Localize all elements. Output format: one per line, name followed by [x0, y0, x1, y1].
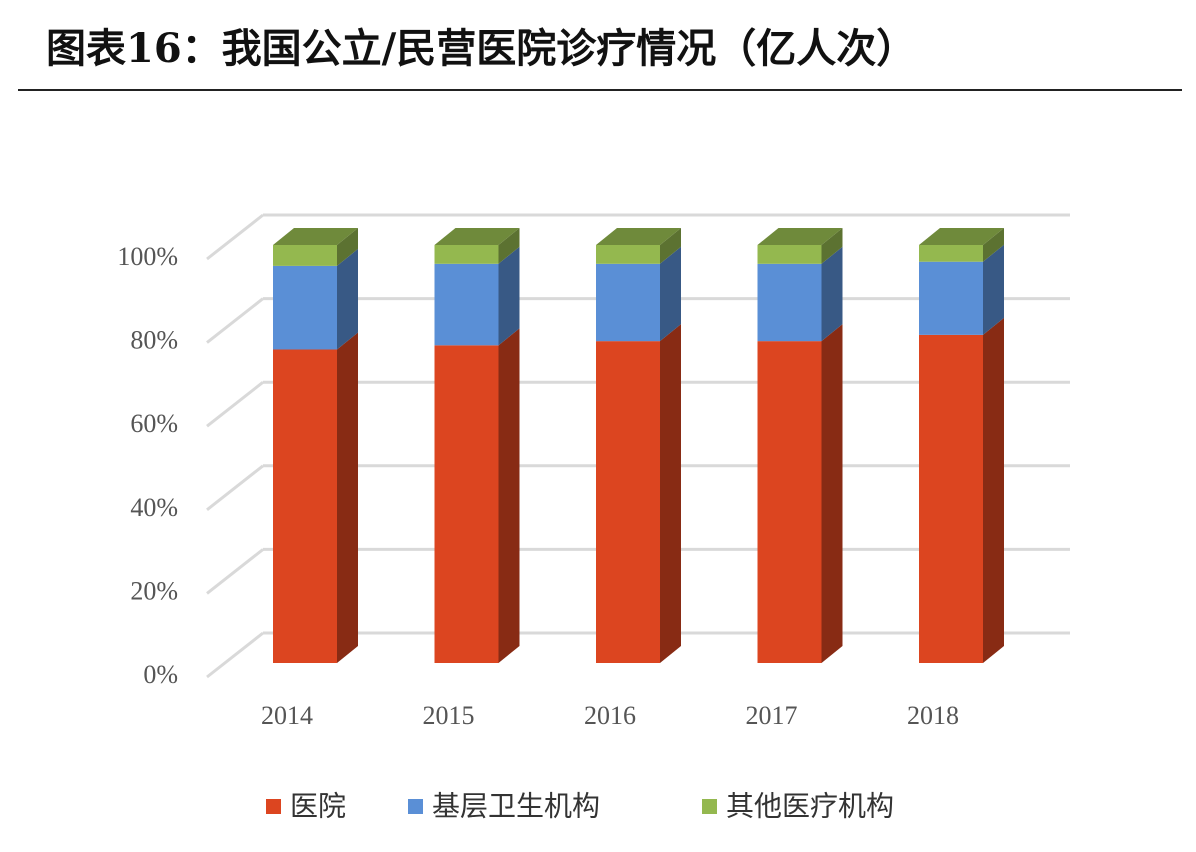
- bar-side: [660, 324, 681, 663]
- x-tick-label: 2018: [907, 701, 959, 730]
- bar: [273, 349, 337, 663]
- grid-line-depth: [206, 213, 264, 261]
- bar-side: [821, 246, 843, 342]
- bar-side: [983, 228, 1004, 262]
- y-tick-label: 60%: [130, 409, 178, 438]
- x-tick-label: 2016: [584, 701, 636, 730]
- legend-swatch: [408, 799, 423, 814]
- bar: [919, 261, 983, 335]
- grid-line-depth: [206, 464, 264, 511]
- legend-label: 医院: [290, 790, 346, 823]
- bar-side: [337, 332, 358, 663]
- legend-label: 基层卫生机构: [432, 790, 600, 823]
- bar: [596, 245, 660, 264]
- y-tick-label: 100%: [117, 242, 178, 271]
- bar-side: [660, 246, 681, 342]
- bar: [757, 341, 822, 663]
- bar: [434, 245, 499, 264]
- bar-top: [273, 228, 358, 245]
- bar-top: [596, 228, 681, 245]
- bar-side: [983, 244, 1004, 335]
- y-tick-label: 0%: [143, 660, 178, 689]
- bar: [596, 341, 660, 663]
- bar: [273, 245, 337, 266]
- bar: [273, 265, 337, 350]
- bar-side: [498, 228, 520, 264]
- bar-side: [660, 228, 681, 264]
- bar-side: [983, 317, 1004, 663]
- y-tick-label: 20%: [130, 576, 178, 605]
- y-tick-label: 40%: [130, 493, 178, 522]
- bar: [757, 263, 822, 342]
- grid-line-depth: [206, 631, 264, 679]
- bar-top: [757, 228, 843, 245]
- y-tick-label: 80%: [130, 326, 178, 355]
- bar-side: [821, 228, 843, 264]
- grid-line-depth: [206, 381, 264, 428]
- bar-side: [821, 324, 843, 663]
- bar: [919, 334, 983, 663]
- grid-line-depth: [206, 297, 264, 344]
- bar: [434, 263, 499, 346]
- grid-line-depth: [206, 548, 264, 595]
- bar-side: [337, 248, 358, 350]
- legend-label: 其他医疗机构: [726, 790, 894, 823]
- bar: [919, 245, 983, 262]
- x-tick-label: 2014: [261, 701, 313, 730]
- bar-side: [337, 228, 358, 266]
- bar-side: [498, 246, 520, 346]
- bar-top: [919, 228, 1004, 245]
- bar: [434, 345, 499, 663]
- legend-swatch: [266, 799, 281, 814]
- bar: [757, 245, 822, 264]
- bar-side: [498, 328, 520, 663]
- bar-top: [434, 228, 520, 245]
- chart-title: 图表16：我国公立/民营医院诊疗情况（亿人次）: [46, 25, 916, 72]
- legend-swatch: [702, 799, 717, 814]
- bar: [596, 263, 660, 342]
- x-tick-label: 2017: [746, 701, 798, 730]
- x-tick-label: 2015: [423, 701, 475, 730]
